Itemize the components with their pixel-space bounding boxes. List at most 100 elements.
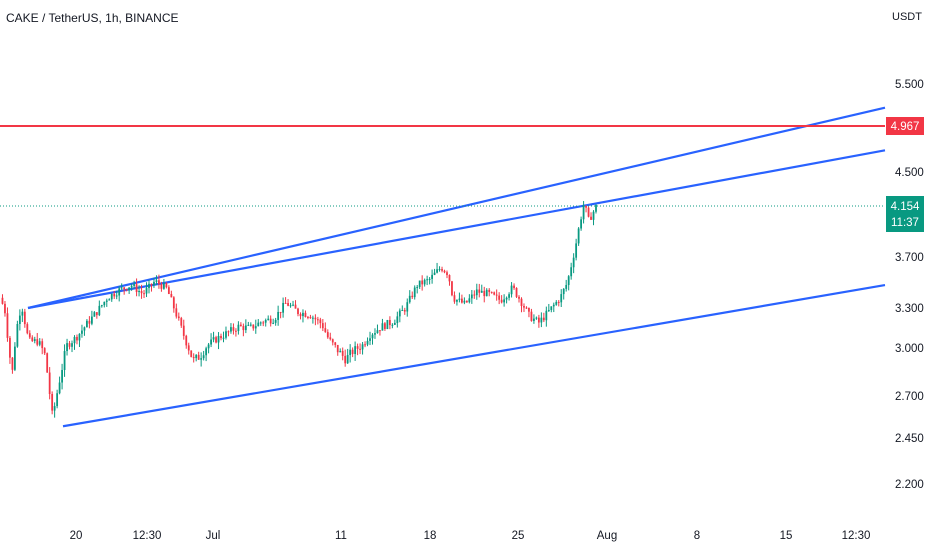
- candle: [585, 205, 587, 213]
- candle: [307, 315, 309, 320]
- candle-body: [475, 289, 478, 296]
- candle-body: [483, 290, 486, 297]
- candle: [242, 323, 245, 337]
- candle: [547, 303, 550, 313]
- candle: [272, 318, 275, 325]
- candle-body: [530, 311, 533, 321]
- candle: [379, 330, 381, 336]
- candle: [177, 312, 180, 321]
- candle: [341, 347, 344, 361]
- x-tick-label: 11: [335, 530, 347, 542]
- candle: [590, 212, 592, 220]
- candle-body: [292, 304, 294, 306]
- candle: [458, 292, 461, 303]
- candle-body: [61, 369, 63, 383]
- candle: [71, 340, 73, 353]
- trendlines[interactable]: [27, 106, 886, 428]
- candle-body: [113, 293, 116, 297]
- candle: [292, 300, 294, 307]
- candle-body: [205, 348, 208, 356]
- candle: [349, 344, 352, 363]
- candle-body: [100, 305, 103, 307]
- candle: [6, 307, 9, 342]
- candle: [222, 331, 225, 343]
- candle-body: [324, 328, 327, 333]
- candle-body: [63, 351, 66, 370]
- candle: [21, 308, 24, 322]
- candle-body: [249, 324, 252, 326]
- candle-body: [533, 318, 535, 321]
- candle: [113, 290, 116, 299]
- candle: [592, 210, 595, 226]
- candle-body: [88, 320, 91, 324]
- candle-body: [488, 289, 491, 293]
- candle-body: [123, 287, 126, 290]
- candle: [339, 348, 342, 353]
- candle: [135, 278, 138, 297]
- candle-body: [230, 327, 232, 332]
- candle-body: [264, 320, 267, 323]
- candle-body: [411, 295, 414, 298]
- candle: [577, 227, 580, 246]
- price-unit-label: USDT: [892, 11, 922, 23]
- candle: [396, 311, 399, 328]
- candle-body: [418, 280, 421, 287]
- candle: [321, 319, 324, 332]
- candle: [133, 280, 135, 289]
- candle-body: [545, 310, 548, 321]
- candle: [356, 343, 359, 356]
- candle: [326, 329, 329, 339]
- candle: [83, 326, 86, 336]
- candle: [508, 292, 510, 301]
- upper-channel-line[interactable]: [27, 106, 886, 310]
- candle-body: [90, 316, 93, 324]
- candle: [232, 323, 235, 335]
- candle: [493, 291, 496, 296]
- candle: [269, 315, 272, 327]
- y-tick-label: 2.700: [895, 391, 924, 403]
- candle: [580, 216, 582, 231]
- candle-body: [190, 350, 193, 357]
- candle: [406, 298, 409, 317]
- candle: [148, 279, 150, 294]
- x-axis[interactable]: 20 12:30 Jul 11 18 25 Aug 8 15 12:30: [70, 530, 871, 542]
- candle-body: [438, 269, 441, 271]
- candle-body: [398, 310, 401, 317]
- candle-body: [53, 406, 56, 411]
- candle-body: [252, 324, 255, 329]
- candle-body: [237, 324, 240, 332]
- candle-body: [555, 301, 558, 305]
- candle: [361, 342, 364, 355]
- candle-body: [495, 294, 498, 296]
- candle-body: [326, 332, 329, 338]
- x-tick-label: 20: [70, 530, 83, 542]
- candle-body: [590, 216, 592, 220]
- candle-body: [401, 310, 404, 312]
- candle: [336, 344, 339, 356]
- candle-body: [242, 326, 245, 331]
- middle-channel-line[interactable]: [27, 149, 886, 310]
- candle: [93, 311, 96, 317]
- candle-body: [51, 393, 54, 411]
- candle-body: [458, 298, 461, 300]
- candle-body: [130, 285, 133, 288]
- candle-body: [172, 297, 175, 309]
- lower-channel-line[interactable]: [62, 283, 886, 428]
- candle-body: [73, 336, 76, 344]
- candle: [411, 291, 414, 299]
- y-axis[interactable]: 5.500 4.500 3.700 3.300 3.000 2.700 2.450 2.200: [895, 79, 924, 491]
- candle: [346, 348, 349, 364]
- candle-body: [187, 345, 190, 351]
- candle: [510, 282, 513, 298]
- candle: [185, 334, 188, 349]
- candle: [41, 338, 44, 355]
- candle: [523, 303, 525, 312]
- candle-body: [279, 311, 282, 313]
- chart-title: CAKE / TetherUS, 1h, BINANCE: [6, 11, 179, 25]
- candle-body: [110, 293, 113, 300]
- candle: [38, 338, 41, 347]
- candle-body: [321, 323, 324, 329]
- candle: [391, 323, 394, 329]
- candle-body: [537, 317, 540, 323]
